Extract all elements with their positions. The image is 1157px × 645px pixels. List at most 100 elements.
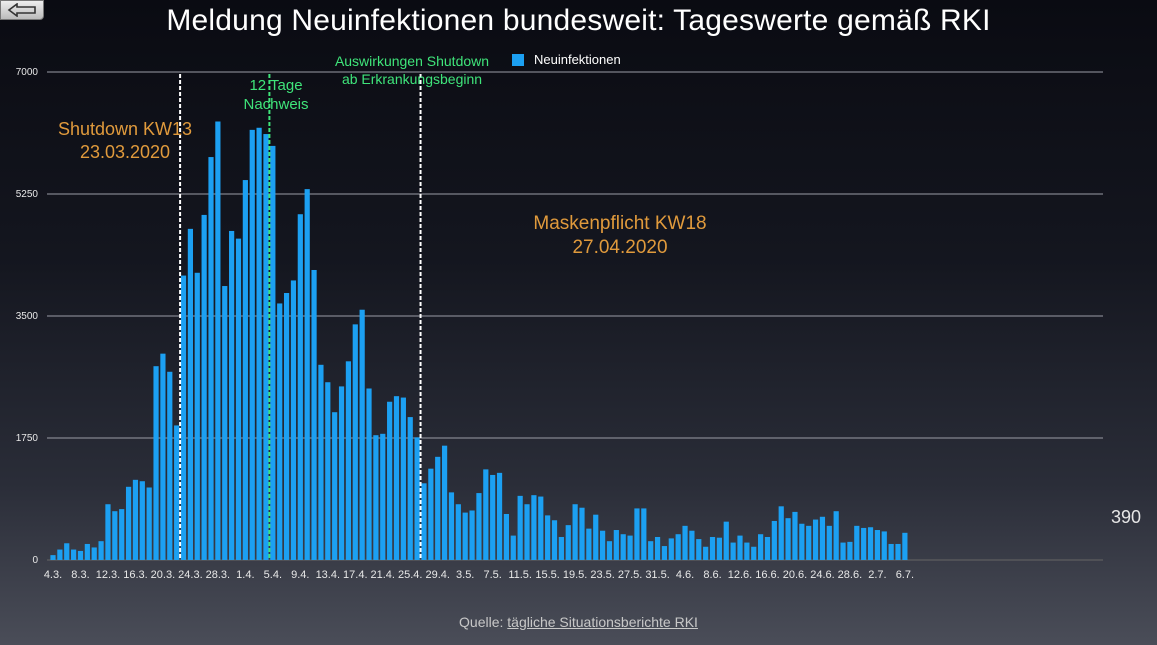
bar <box>861 527 867 560</box>
back-arrow-icon <box>7 3 36 17</box>
bar <box>325 382 331 560</box>
bar <box>407 417 413 560</box>
vertical-markers <box>179 74 422 560</box>
x-tick-label: 19.5. <box>563 569 587 581</box>
y-tick-label: 5250 <box>16 189 39 200</box>
last-value-label: 390 <box>1111 507 1142 527</box>
x-tick-label: 4.3. <box>44 569 62 581</box>
bar <box>393 396 400 560</box>
chart-title: Meldung Neuinfektionen bundesweit: Tages… <box>166 4 991 37</box>
bar <box>50 555 56 560</box>
legend-label: Neuinfektionen <box>534 52 621 67</box>
bar <box>627 535 633 560</box>
bar <box>249 129 255 560</box>
annotation-shutdown-line2: 23.03.2020 <box>79 141 171 162</box>
bar <box>620 534 626 560</box>
bar <box>160 353 166 560</box>
bar <box>551 520 558 560</box>
bar <box>297 214 303 560</box>
bar <box>565 525 571 560</box>
bar <box>387 401 393 560</box>
bar <box>105 504 111 560</box>
x-tick-label: 5.4. <box>264 569 282 581</box>
annotation-nachweis: 12 Tage Nachweis <box>228 77 324 115</box>
bar <box>414 437 420 560</box>
bar <box>709 536 716 560</box>
bar <box>545 515 551 560</box>
bar <box>895 543 901 560</box>
bar <box>373 435 379 560</box>
bar <box>469 510 475 560</box>
x-tick-label: 9.4. <box>291 569 309 581</box>
x-tick-label: 6.7. <box>896 569 914 581</box>
annotation-maskenpflicht-line1: Maskenpflicht KW18 <box>533 213 707 234</box>
x-tick-label: 23.5. <box>590 569 614 581</box>
bar <box>874 530 880 560</box>
y-axis-ticks: 0 1750 3500 5250 7000 <box>16 67 39 566</box>
bar <box>538 496 544 560</box>
bar <box>833 511 839 560</box>
x-tick-label: 17.4. <box>343 569 367 581</box>
annotation-shutdown: Shutdown KW13 23.03.2020 <box>10 118 240 163</box>
x-tick-label: 27.5. <box>618 569 642 581</box>
bar <box>132 479 139 560</box>
source-link[interactable]: tägliche Situationsberichte RKI <box>507 614 698 630</box>
x-tick-label: 2.7. <box>868 569 886 581</box>
bar <box>703 546 709 560</box>
bar <box>270 145 276 560</box>
bar <box>222 286 228 560</box>
bar <box>840 542 846 560</box>
bars <box>50 121 908 561</box>
bar <box>751 546 757 560</box>
bar <box>613 530 619 560</box>
bar <box>744 542 750 560</box>
annotation-nachweis-line1: 12 Tage <box>249 77 303 94</box>
y-tick-label: 1750 <box>16 433 39 444</box>
bar <box>71 549 77 560</box>
bar <box>517 495 523 560</box>
bar <box>806 525 812 560</box>
x-tick-label: 12.3. <box>96 569 120 581</box>
x-tick-label: 31.5. <box>645 569 669 581</box>
bar <box>366 388 372 560</box>
bar <box>345 361 352 560</box>
bar <box>654 536 661 560</box>
bar <box>854 525 860 560</box>
bar <box>799 523 805 560</box>
bar <box>758 534 764 560</box>
bar <box>641 508 647 560</box>
bar <box>819 516 826 560</box>
x-tick-label: 20.3. <box>151 569 175 581</box>
x-tick-label: 29.4. <box>425 569 449 581</box>
bar <box>139 481 145 560</box>
bar <box>778 506 784 560</box>
bar <box>318 364 324 560</box>
bar <box>167 371 173 560</box>
bar <box>400 397 406 560</box>
x-tick-label: 20.6. <box>783 569 807 581</box>
x-tick-label: 8.6. <box>703 569 721 581</box>
bar <box>792 511 798 560</box>
bar <box>277 303 283 560</box>
bar <box>867 527 874 560</box>
bar <box>558 536 564 560</box>
annotation-maskenpflicht-line2: 27.04.2020 <box>572 236 668 258</box>
x-tick-label: 16.3. <box>123 569 147 581</box>
x-tick-label: 7.5. <box>484 569 502 581</box>
bar <box>675 534 681 560</box>
bar <box>229 230 235 560</box>
source-prefix: Quelle: <box>459 614 508 630</box>
bar <box>332 412 338 560</box>
x-tick-label: 21.4. <box>371 569 395 581</box>
bar <box>194 272 200 560</box>
bar <box>119 509 125 560</box>
x-tick-label: 3.5. <box>456 569 474 581</box>
bar <box>338 386 345 560</box>
back-button[interactable] <box>0 0 44 20</box>
bar <box>524 504 530 560</box>
bar <box>737 535 743 560</box>
y-tick-label: 0 <box>32 555 38 566</box>
bar <box>730 542 736 560</box>
bar <box>283 292 290 560</box>
bar <box>764 536 771 560</box>
